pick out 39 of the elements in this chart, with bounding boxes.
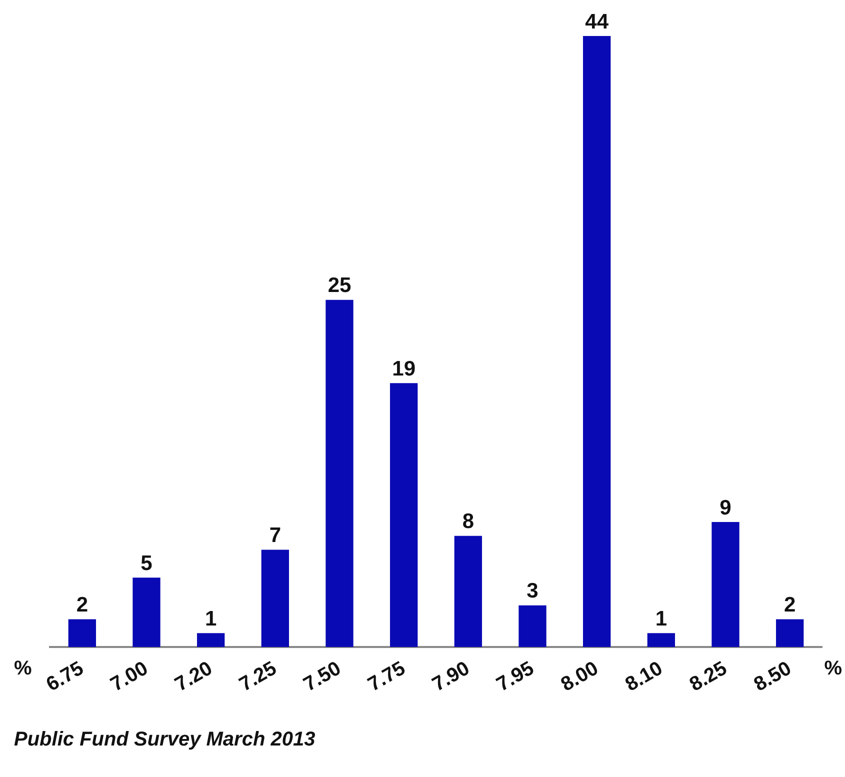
data-label: 1	[204, 607, 217, 630]
bar	[518, 605, 546, 647]
x-tick-label: 7.00	[107, 657, 152, 696]
x-tick-label: 7.95	[493, 657, 538, 696]
data-label: 1	[655, 607, 668, 630]
bar	[132, 578, 160, 647]
data-label: 8	[462, 510, 474, 534]
bar	[390, 383, 418, 647]
data-label: 5	[140, 552, 153, 575]
data-label: 9	[720, 496, 732, 520]
data-label: 3	[526, 580, 538, 603]
x-tick-label: 8.50	[750, 657, 796, 696]
bar	[454, 536, 482, 647]
x-tick-label: 7.25	[236, 657, 280, 696]
bar	[776, 619, 804, 647]
data-label: 25	[328, 274, 352, 298]
bar	[197, 633, 225, 647]
text: %	[14, 658, 32, 680]
x-axis-title: %	[824, 658, 842, 680]
bar	[712, 522, 740, 647]
x-tick-label: 8.00	[557, 657, 602, 696]
x-tick-label: 8.25	[686, 657, 731, 696]
data-label: 44	[585, 10, 609, 34]
x-tick-label: 6.75	[42, 657, 88, 696]
x-tick-label: 7.75	[364, 657, 410, 696]
x-tick-label: 7.20	[171, 657, 216, 696]
data-label: 19	[392, 357, 416, 380]
bar	[583, 36, 611, 647]
data-label: 2	[784, 594, 796, 617]
data-label: 7	[269, 524, 282, 548]
bar	[261, 550, 289, 647]
bar	[647, 633, 675, 647]
bar	[68, 619, 96, 647]
x-tick-label: 7.90	[428, 657, 474, 696]
x-tick-label: 8.10	[622, 657, 666, 696]
text: Public Fund Survey March 2013	[14, 728, 316, 751]
data-label: 2	[76, 594, 88, 617]
bar	[326, 300, 354, 647]
x-tick-label: 7.50	[300, 657, 345, 696]
